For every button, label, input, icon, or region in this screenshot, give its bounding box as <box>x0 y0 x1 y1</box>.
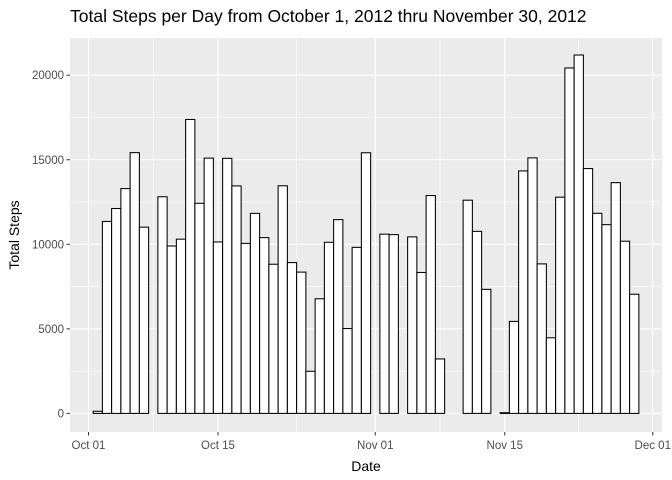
bar <box>416 271 427 414</box>
bar <box>240 242 251 414</box>
bar <box>379 233 390 414</box>
y-tick-label: 0 <box>58 408 64 420</box>
axes: 0 5000 10000 15000 20000 Oct 01 Oct 15 Nov 01 No… <box>32 70 671 452</box>
bar <box>555 196 566 414</box>
bar <box>610 182 621 414</box>
bar <box>101 220 113 414</box>
bar <box>536 263 547 414</box>
bar <box>508 320 520 414</box>
x-tick-label: Dec 01 <box>635 440 671 452</box>
x-tick-label: Oct 01 <box>72 440 106 452</box>
bar <box>481 288 492 414</box>
bar <box>360 152 372 414</box>
bar <box>518 170 529 414</box>
bar <box>166 245 177 414</box>
bar <box>619 240 631 414</box>
bars <box>92 54 640 414</box>
bar <box>268 263 279 414</box>
bar <box>407 236 418 414</box>
bar <box>629 293 640 414</box>
bar <box>425 195 436 414</box>
chart-title: Total Steps per Day from October 1, 2012… <box>70 6 587 26</box>
x-axis-title: Date <box>351 458 381 474</box>
y-tick-label: 20000 <box>32 70 64 82</box>
x-tick-label: Nov 15 <box>487 440 523 452</box>
bar <box>194 202 205 414</box>
bar <box>259 237 270 414</box>
bar <box>120 188 131 414</box>
y-tick-label: 5000 <box>38 324 64 336</box>
bar <box>277 185 288 414</box>
bar <box>185 118 196 414</box>
bar <box>499 412 510 414</box>
bar <box>342 328 353 414</box>
bar <box>203 157 214 414</box>
y-axis-title: Total Steps <box>6 200 22 269</box>
x-tick-label: Oct 15 <box>201 440 235 452</box>
bar <box>286 262 298 414</box>
bar <box>323 241 335 414</box>
bar <box>111 207 122 414</box>
bar <box>249 212 261 414</box>
bar <box>222 157 233 414</box>
bar <box>333 219 344 414</box>
bar <box>175 238 187 414</box>
bar <box>601 224 612 414</box>
bar <box>138 226 150 414</box>
bar <box>462 199 473 414</box>
bar <box>305 370 316 414</box>
bar <box>564 67 575 414</box>
bar <box>296 271 307 414</box>
bar <box>129 152 140 414</box>
bar <box>527 157 538 414</box>
bar <box>314 298 325 414</box>
x-tick-label: Nov 01 <box>357 440 393 452</box>
y-tick-label: 15000 <box>32 155 64 167</box>
bar <box>92 410 103 414</box>
bar <box>471 230 483 414</box>
bar <box>157 196 168 414</box>
bar <box>592 212 603 414</box>
bar <box>434 358 446 414</box>
bar <box>573 54 584 414</box>
bar <box>231 185 242 414</box>
bar <box>212 241 224 414</box>
bar <box>545 337 557 414</box>
y-tick-label: 10000 <box>32 239 64 251</box>
bar <box>388 234 399 414</box>
bar <box>351 246 362 414</box>
bar <box>582 168 594 414</box>
